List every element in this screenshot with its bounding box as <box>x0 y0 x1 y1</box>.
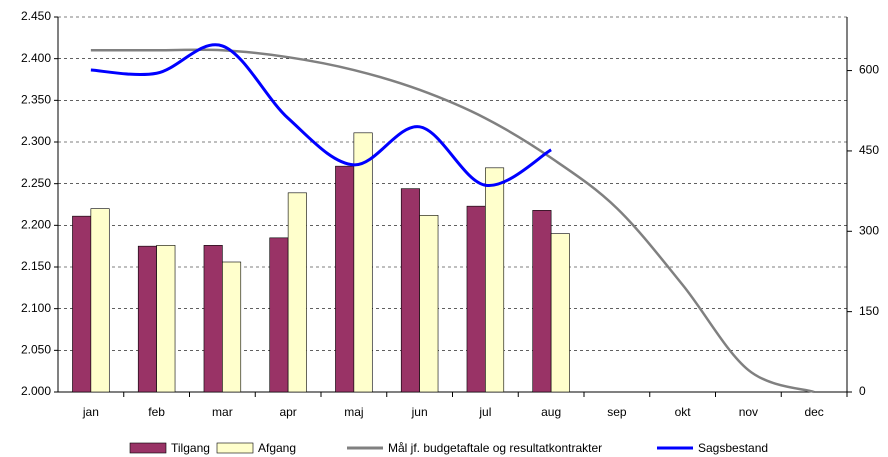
bar <box>156 245 176 393</box>
x-tick-label: mar <box>212 405 233 419</box>
x-tick-label: aug <box>541 405 561 419</box>
legend-label: Tilgang <box>171 441 210 455</box>
bar <box>287 192 307 393</box>
x-tick-label: maj <box>344 405 363 419</box>
y-tick-label: 2.300 <box>21 134 51 148</box>
y-tick-label: 2.050 <box>21 343 51 357</box>
bar <box>203 245 223 393</box>
x-tick-label: jun <box>411 405 428 419</box>
y-tick-label: 2.000 <box>21 384 51 398</box>
bar <box>466 205 486 393</box>
y-tick-label: 2.150 <box>21 259 51 273</box>
y2-tick-label: 450 <box>859 143 879 157</box>
bar <box>353 132 373 393</box>
x-tick-label: apr <box>279 405 296 419</box>
bar <box>269 237 289 393</box>
bar <box>400 188 420 393</box>
y-tick-label: 2.450 <box>21 9 51 23</box>
bar <box>90 208 110 393</box>
y2-tick-label: 600 <box>859 63 879 77</box>
x-tick-label: sep <box>607 405 627 419</box>
bar <box>532 210 552 393</box>
bar <box>419 215 439 393</box>
bar <box>550 233 570 393</box>
y-tick-label: 2.200 <box>21 218 51 232</box>
y2-tick-label: 0 <box>859 384 866 398</box>
bar <box>335 165 355 393</box>
y2-tick-label: 300 <box>859 223 879 237</box>
line <box>90 48 815 394</box>
x-tick-label: okt <box>675 405 692 419</box>
legend-label: Mål jf. budgetaftale og resultatkontrakt… <box>388 441 602 455</box>
bar <box>137 245 157 393</box>
x-tick-label: feb <box>148 405 165 419</box>
y-tick-label: 2.100 <box>21 301 51 315</box>
x-tick-label: dec <box>804 405 823 419</box>
x-tick-label: jan <box>82 405 99 419</box>
y-tick-label: 2.350 <box>21 93 51 107</box>
y-tick-label: 2.400 <box>21 51 51 65</box>
x-tick-label: jul <box>478 405 491 419</box>
legend-swatch <box>129 442 167 454</box>
bar <box>222 261 242 393</box>
legend-swatch <box>216 442 254 454</box>
y2-tick-label: 150 <box>859 304 879 318</box>
legend-label: Sagsbestand <box>698 441 768 455</box>
x-tick-label: nov <box>739 405 758 419</box>
y-tick-label: 2.250 <box>21 176 51 190</box>
bar <box>72 215 92 393</box>
line <box>90 43 552 187</box>
legend-label: Afgang <box>258 441 296 455</box>
bar <box>485 167 505 393</box>
